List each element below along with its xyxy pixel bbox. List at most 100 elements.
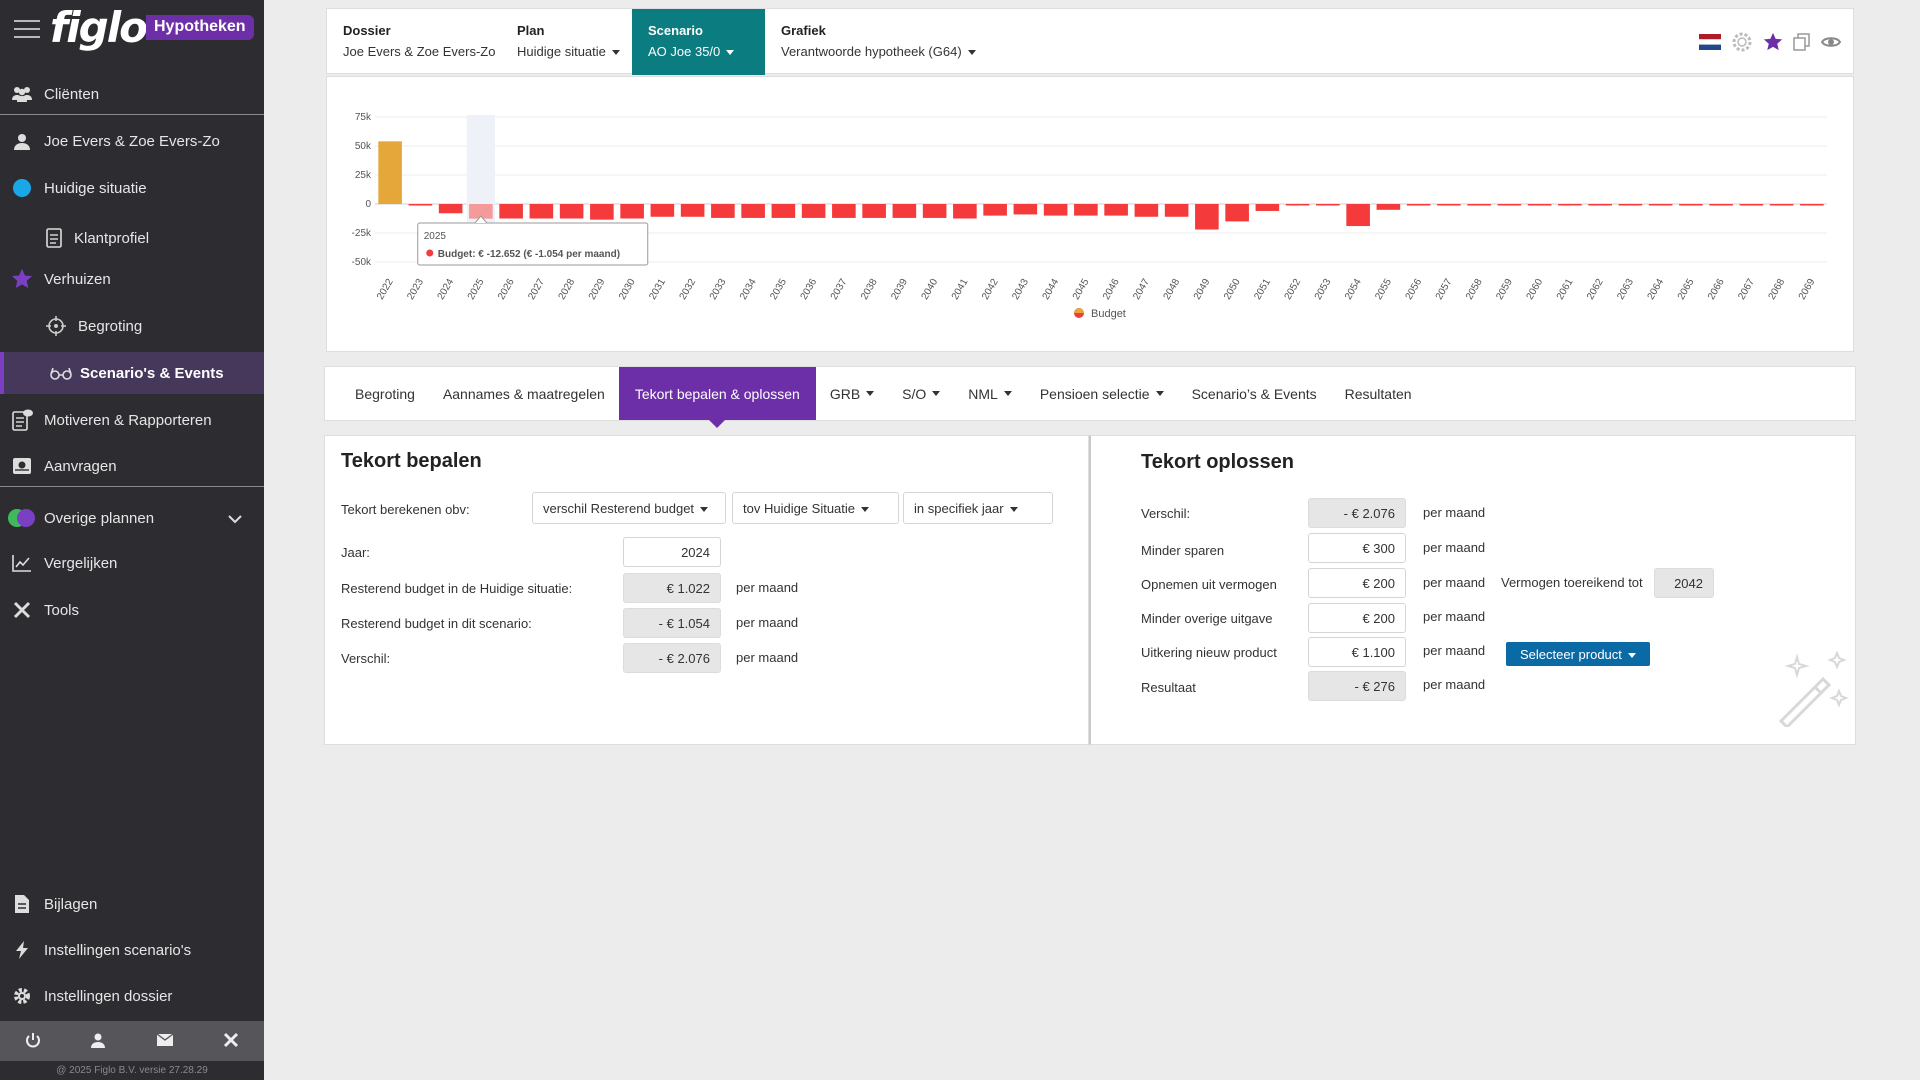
sidebar-header: figlo Hypotheken <box>0 0 264 58</box>
minder-uitgave-input[interactable]: € 200 <box>1308 603 1406 633</box>
panel-title: Tekort bepalen <box>341 450 482 472</box>
gear-icon[interactable] <box>1731 31 1753 56</box>
bar <box>832 204 856 218</box>
x-tick-label: 2028 <box>557 277 578 302</box>
jaar-input[interactable]: 2024 <box>623 537 721 567</box>
chevron-down-icon[interactable] <box>228 511 242 528</box>
caret-down-icon <box>1009 507 1018 513</box>
x-tick-label: 2048 <box>1162 277 1183 302</box>
huidige-situatie-select[interactable]: tov Huidige Situatie <box>732 492 899 524</box>
header-scenario[interactable]: Scenario AO Joe 35/0 <box>632 9 765 75</box>
x-tick-label: 2022 <box>375 277 396 302</box>
tab-begroting[interactable]: Begroting <box>355 385 415 402</box>
file-icon <box>0 894 44 914</box>
x-tick-label: 2029 <box>587 277 608 302</box>
tab-pensioen-selectie[interactable]: Pensioen selectie <box>1026 367 1178 420</box>
sidebar-item-bijlagen[interactable]: Bijlagen <box>0 884 264 924</box>
bolt-icon <box>0 940 44 960</box>
sidebar-item-clienten[interactable]: Cliënten <box>0 74 264 114</box>
row-label: Verschil: <box>341 651 391 666</box>
uitkering-product-input[interactable]: € 1.100 <box>1308 637 1406 667</box>
tab-resultaten[interactable]: Resultaten <box>1344 385 1412 402</box>
tab-bar: Begroting Aannames & maatregelen Tekort … <box>324 366 1856 428</box>
opnemen-vermogen-input[interactable]: € 200 <box>1308 568 1406 598</box>
resterend-budget-select[interactable]: verschil Resterend budget <box>532 492 726 524</box>
header-plan[interactable]: Plan Huidige situatie <box>501 9 620 75</box>
selecteer-product-button[interactable]: Selecteer product <box>1506 642 1650 666</box>
power-icon[interactable] <box>25 1032 41 1051</box>
sidebar-item-huidige-situatie[interactable]: Huidige situatie <box>0 168 264 208</box>
sidebar-divider <box>0 114 264 115</box>
caret-down-icon <box>861 507 870 513</box>
sidebar-item-instellingen-dossier[interactable]: Instellingen dossier <box>0 976 264 1016</box>
bar <box>1013 204 1038 215</box>
sidebar-item-verhuizen[interactable]: Verhuizen <box>0 259 264 299</box>
x-tick-label: 2040 <box>920 277 941 302</box>
x-tick-label: 2042 <box>980 277 1001 302</box>
specifiek-jaar-select[interactable]: in specifiek jaar <box>903 492 1053 524</box>
tab-tekort-bepalen-oplossen[interactable]: Tekort bepalen & oplossen <box>618 367 816 428</box>
tab-aannames-maatregelen[interactable]: Aannames & maatregelen <box>442 385 605 402</box>
sidebar-item-begroting[interactable]: Begroting <box>0 306 264 346</box>
unit-label: per maand <box>1423 575 1486 590</box>
unit-label: per maand <box>1423 643 1486 658</box>
vermogen-jaar-value: 2042 <box>1654 568 1714 598</box>
tab-so[interactable]: S/O <box>888 367 954 420</box>
bar <box>1195 204 1219 230</box>
x-tick-label: 2037 <box>829 277 850 302</box>
tooltip-text: Budget: € -12.652 (€ -1.054 per maand) <box>438 249 620 260</box>
sidebar-item-scenarios-events[interactable]: Scenario's & Events <box>0 352 264 394</box>
sidebar-item-overige-plannen[interactable]: Overige plannen <box>0 498 264 538</box>
bar <box>438 204 463 214</box>
header-label: Grafiek <box>781 23 826 38</box>
version-footer: @ 2025 Figlo B.V. versie 27.28.29 <box>56 1065 208 1076</box>
mail-icon[interactable] <box>156 1032 174 1050</box>
header-dossier[interactable]: Dossier Joe Evers & Zoe Evers-Zo <box>327 9 501 75</box>
y-tick-label: 75k <box>355 112 372 123</box>
x-tick-label: 2053 <box>1313 277 1334 302</box>
sidebar-item-label: Huidige situatie <box>44 179 147 197</box>
x-tick-label: 2045 <box>1071 277 1092 302</box>
tools-icon[interactable] <box>223 1032 239 1051</box>
bar <box>953 204 977 219</box>
calc-label: Tekort berekenen obv: <box>341 502 470 517</box>
sidebar-item-tools[interactable]: Tools <box>0 590 264 630</box>
caret-down-icon <box>932 391 941 396</box>
bar <box>1346 204 1370 227</box>
bar <box>1376 204 1401 210</box>
panel-title: Tekort oplossen <box>1141 451 1294 473</box>
resterend-scenario-value: - € 1.054 <box>623 608 721 638</box>
sidebar-item-instellingen-scenarios[interactable]: Instellingen scenario's <box>0 930 264 970</box>
x-tick-label: 2056 <box>1404 277 1425 302</box>
sidebar-item-motiveren-rapporteren[interactable]: Motiveren & Rapporteren <box>0 400 264 440</box>
bar <box>408 204 433 206</box>
sidebar-item-dossier[interactable]: Joe Evers & Zoe Evers-Zo <box>0 121 264 161</box>
user-icon[interactable] <box>90 1032 106 1051</box>
sidebar-item-klantprofiel[interactable]: Klantprofiel <box>0 218 264 258</box>
plans-icon <box>0 508 44 528</box>
x-tick-label: 2025 <box>466 277 487 302</box>
copy-icon[interactable] <box>1793 33 1811 54</box>
tab-scenarios-events[interactable]: Scenario’s & Events <box>1191 385 1317 402</box>
sidebar-item-aanvragen[interactable]: Aanvragen <box>0 446 264 486</box>
eye-icon[interactable] <box>1820 34 1842 53</box>
menu-icon[interactable] <box>14 20 40 38</box>
x-tick-label: 2057 <box>1434 277 1455 302</box>
x-tick-label: 2061 <box>1555 277 1576 302</box>
minder-sparen-input[interactable]: € 300 <box>1308 533 1406 563</box>
header-value: AO Joe 35/0 <box>648 44 749 59</box>
budget-chart: 75k 50k 25k 0 -25k -50k 2022 2023 2024 2025 2026 20… <box>326 76 1854 352</box>
sidebar-item-label: Aanvragen <box>44 457 117 475</box>
magic-wand-icon <box>1775 650 1851 730</box>
tab-grb[interactable]: GRB <box>816 367 888 420</box>
row-label: Resterend budget in de Huidige situatie: <box>341 581 573 596</box>
sidebar-item-vergelijken[interactable]: Vergelijken <box>0 543 264 583</box>
flag-nl-icon[interactable] <box>1699 34 1721 53</box>
caret-down-icon <box>1003 391 1012 396</box>
star-icon[interactable] <box>1763 32 1783 55</box>
header-grafiek[interactable]: Grafiek Verantwoorde hypotheek (G64) <box>765 9 985 75</box>
dossier-header: Dossier Joe Evers & Zoe Evers-Zo Plan Hu… <box>326 8 1854 75</box>
sidebar-item-label: Tools <box>44 601 80 619</box>
tab-nml[interactable]: NML <box>954 367 1026 420</box>
bar <box>650 204 675 217</box>
